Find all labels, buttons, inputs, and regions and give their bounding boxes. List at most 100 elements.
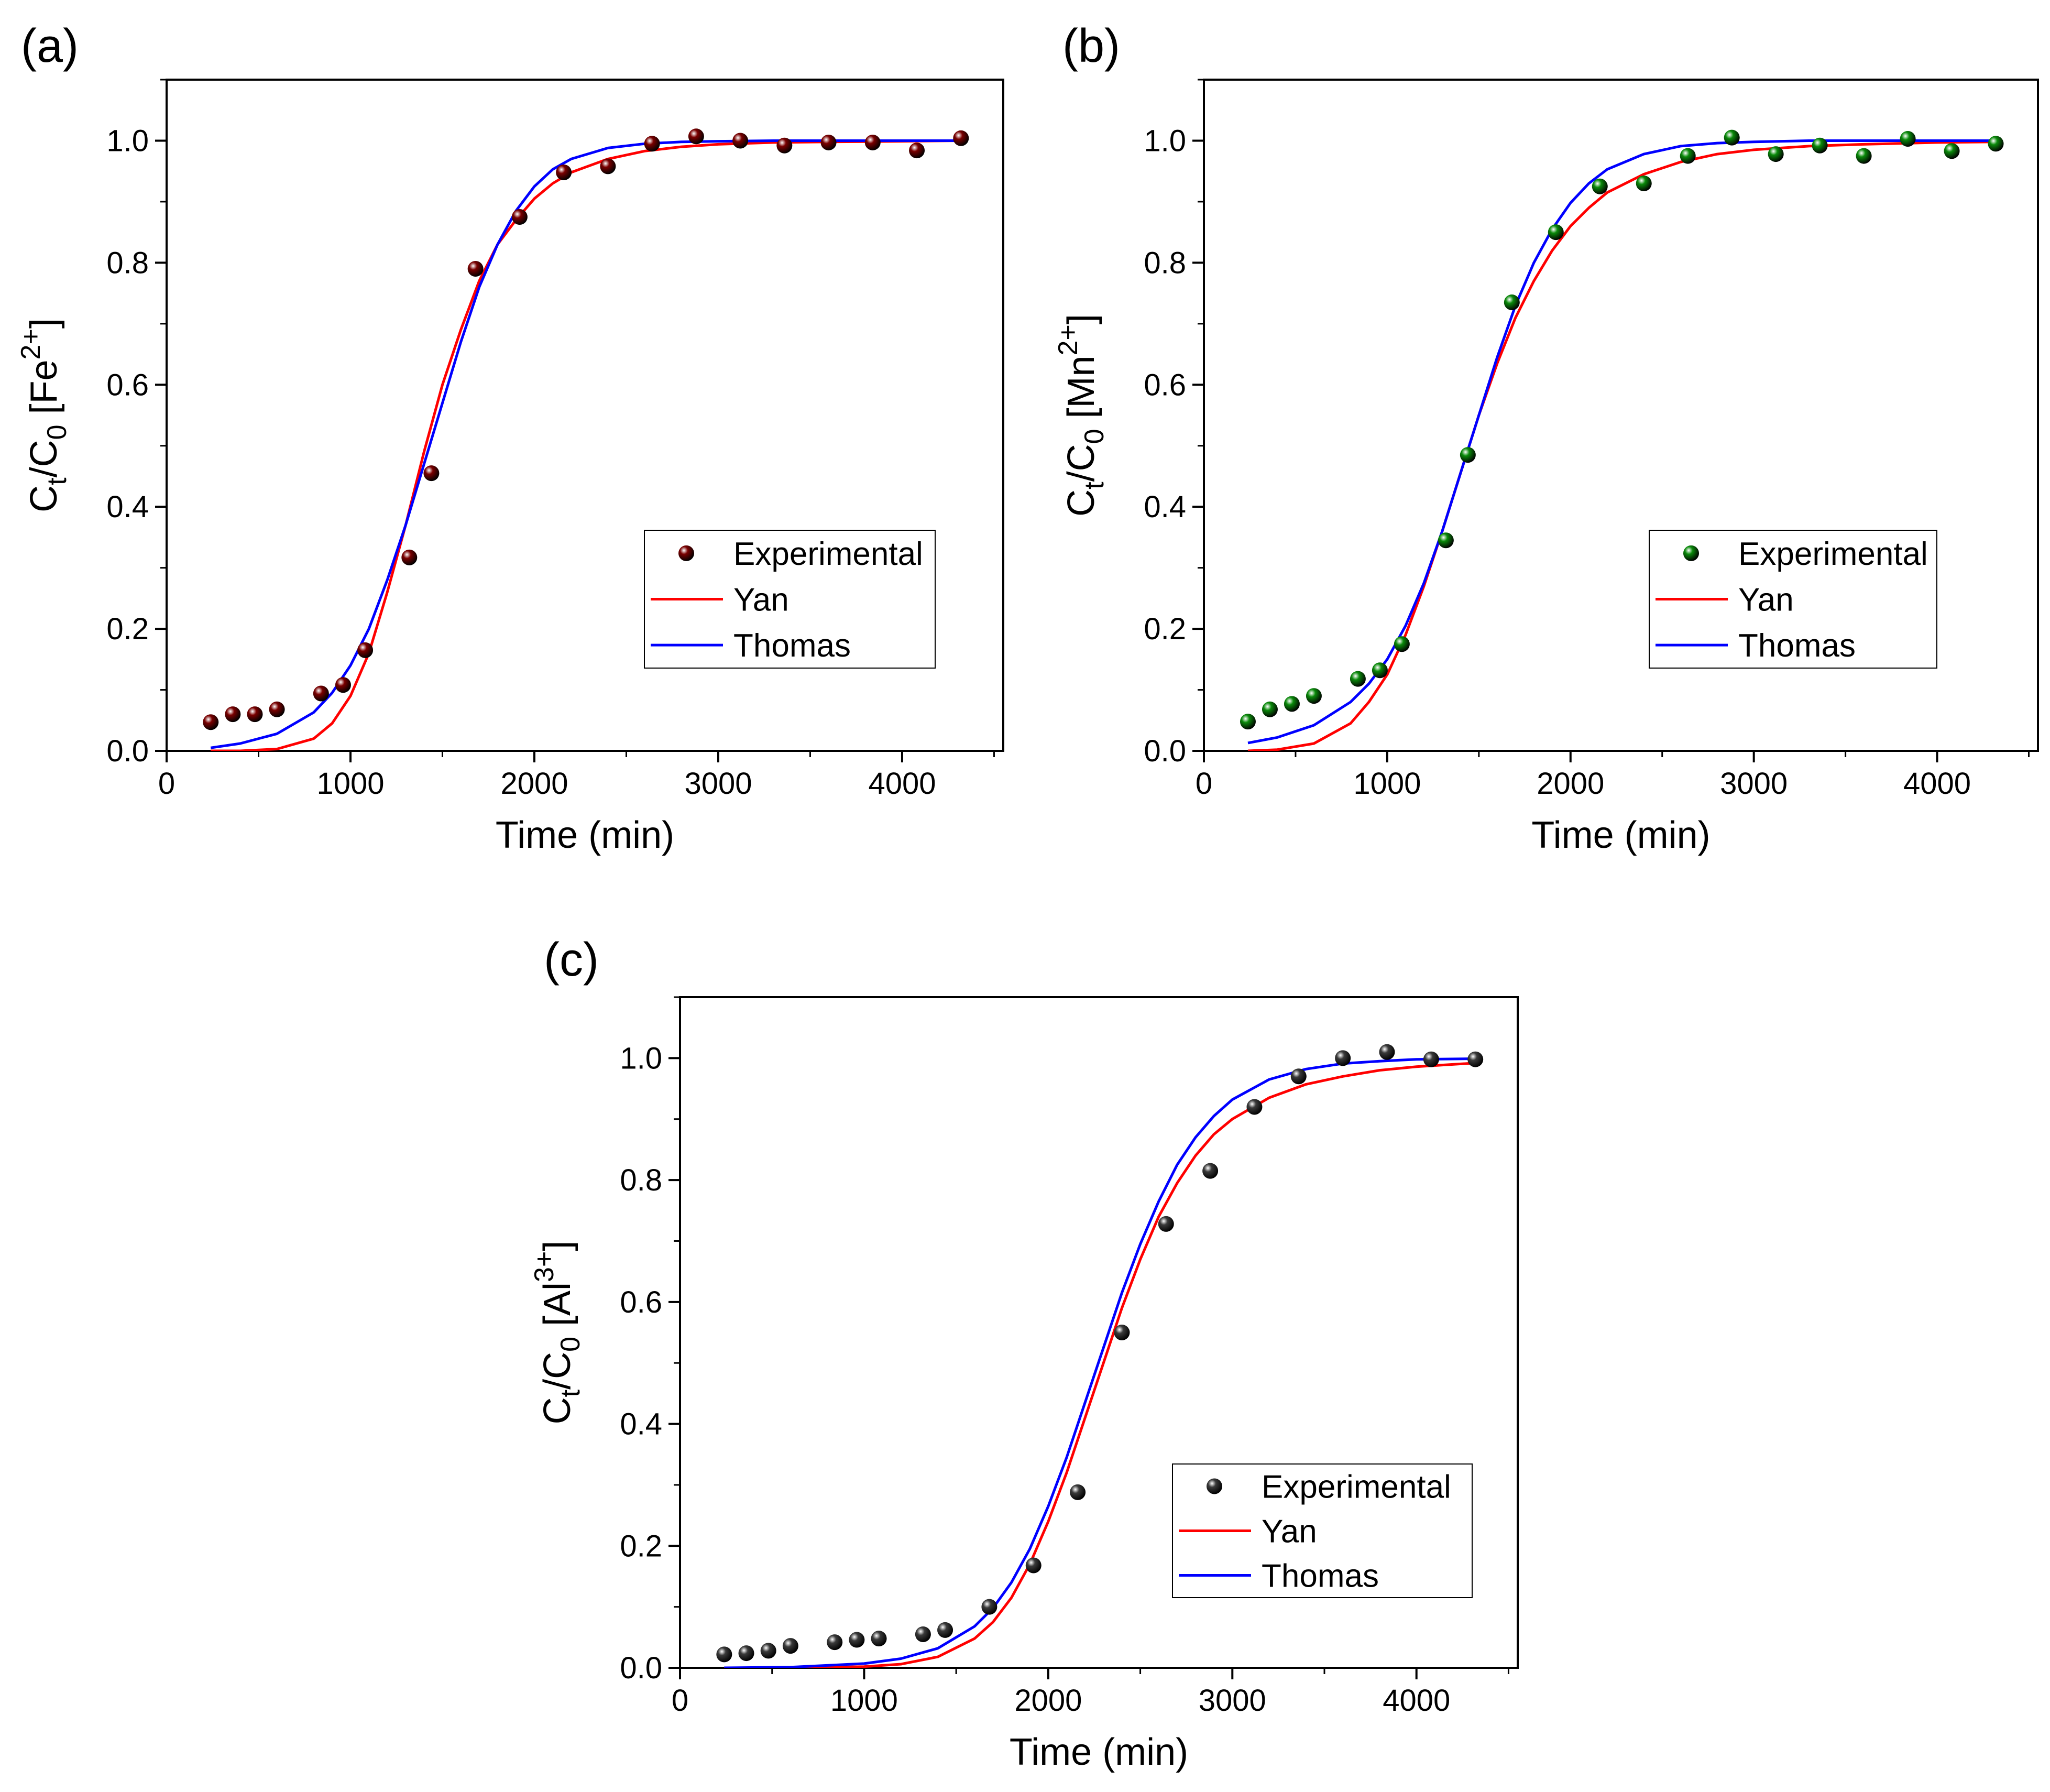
x-tick-label: 0 bbox=[1196, 767, 1212, 801]
x-tick-label: 0 bbox=[672, 1684, 688, 1718]
y-axis-label: Ct/C0 [Al3+] bbox=[529, 1241, 586, 1425]
data-point bbox=[467, 261, 484, 277]
x-axis-label: Time (min) bbox=[496, 814, 674, 856]
y-tick-label: 0.2 bbox=[1144, 612, 1186, 646]
series-line-thomas bbox=[210, 139, 961, 749]
y-tick-label: 0.6 bbox=[1144, 368, 1186, 402]
data-point bbox=[556, 165, 572, 181]
data-point bbox=[981, 1599, 997, 1615]
y-tick-label: 0.4 bbox=[1144, 490, 1186, 524]
y-axis-label-part: /C bbox=[1060, 444, 1102, 482]
data-point bbox=[1548, 224, 1564, 241]
data-point bbox=[716, 1646, 732, 1663]
y-tick-label: 1.0 bbox=[620, 1041, 662, 1075]
legend: Experimental Yan Thomas bbox=[644, 530, 936, 669]
x-tick-label: 1000 bbox=[830, 1684, 898, 1718]
data-point bbox=[1900, 130, 1916, 147]
data-point bbox=[357, 642, 374, 658]
data-point bbox=[937, 1622, 953, 1638]
y-axis-label-part: 0 bbox=[1079, 429, 1110, 444]
x-tick-label: 4000 bbox=[1903, 767, 1971, 801]
legend-marker-experimental bbox=[678, 545, 694, 561]
x-tick-label: 1000 bbox=[1353, 767, 1421, 801]
data-point bbox=[864, 134, 881, 150]
data-point bbox=[1284, 696, 1300, 712]
data-point bbox=[335, 677, 351, 693]
y-axis-label-part: [Al bbox=[536, 1282, 578, 1337]
y-axis-label: Ct/C0 [Fe2+] bbox=[16, 318, 72, 512]
data-point bbox=[511, 209, 528, 225]
legend-label: Yan bbox=[1738, 582, 1794, 618]
data-point bbox=[1335, 1050, 1351, 1066]
y-axis-label-part: t bbox=[1079, 482, 1110, 489]
data-point bbox=[738, 1645, 754, 1662]
data-point bbox=[1379, 1044, 1395, 1060]
plot-frame bbox=[166, 79, 1004, 752]
data-point bbox=[1467, 1051, 1484, 1067]
y-tick-label: 1.0 bbox=[106, 124, 149, 158]
series-line-yan bbox=[1247, 140, 1996, 751]
data-point bbox=[225, 706, 241, 723]
chart-panel-c: (c) 0 1000 2000 3000 4000 0.0 0.2 0.4 0.6 0.8 1.0 Ti… bbox=[529, 934, 1519, 1773]
x-tick-label: 2000 bbox=[500, 767, 568, 801]
legend-label: Experimental bbox=[733, 536, 923, 572]
y-axis-label-part: 0 bbox=[555, 1337, 586, 1352]
data-point bbox=[423, 465, 440, 482]
data-point bbox=[1070, 1484, 1086, 1500]
x-tick-label: 0 bbox=[158, 767, 175, 801]
y-tick-label: 0.0 bbox=[1144, 734, 1186, 768]
series-line-yan bbox=[724, 1062, 1476, 1668]
y-axis-label-part: 3+ bbox=[529, 1251, 560, 1282]
data-point bbox=[1856, 148, 1872, 164]
data-point bbox=[1988, 136, 2004, 152]
data-point bbox=[782, 1638, 798, 1654]
data-point bbox=[732, 133, 749, 149]
legend-label: Thomas bbox=[733, 628, 851, 664]
data-point bbox=[1350, 671, 1366, 687]
legend-label: Thomas bbox=[1262, 1558, 1379, 1594]
y-tick-label: 0.8 bbox=[106, 246, 149, 280]
data-point bbox=[1246, 1099, 1263, 1115]
y-axis-label: Ct/C0 [Mn2+] bbox=[1053, 314, 1110, 517]
legend-label: Yan bbox=[733, 582, 789, 618]
data-point bbox=[1768, 146, 1784, 162]
data-point bbox=[1636, 175, 1652, 191]
x-tick-label: 3000 bbox=[1199, 1684, 1266, 1718]
y-axis-label-part: [Mn bbox=[1060, 355, 1102, 429]
data-point bbox=[915, 1626, 931, 1642]
y-axis-label-part: /C bbox=[23, 440, 65, 477]
data-point bbox=[1592, 178, 1608, 194]
data-point bbox=[1944, 143, 1960, 159]
data-point bbox=[1460, 447, 1476, 463]
x-axis-label: Time (min) bbox=[1010, 1731, 1188, 1773]
y-tick-label: 0.0 bbox=[106, 734, 149, 768]
legend-label: Yan bbox=[1262, 1514, 1317, 1550]
data-point bbox=[1504, 294, 1520, 311]
x-tick-label: 4000 bbox=[868, 767, 936, 801]
data-point bbox=[1680, 148, 1696, 164]
legend: Experimental Yan Thomas bbox=[1649, 530, 1937, 669]
data-point bbox=[820, 134, 837, 150]
data-point bbox=[871, 1631, 887, 1647]
panel-label: (b) bbox=[1062, 20, 1120, 72]
data-point bbox=[1114, 1325, 1130, 1340]
y-tick-label: 0.4 bbox=[620, 1407, 662, 1441]
data-point bbox=[849, 1632, 865, 1648]
y-tick-label: 0.0 bbox=[620, 1651, 662, 1685]
x-tick-label: 1000 bbox=[316, 767, 384, 801]
data-point bbox=[827, 1634, 843, 1651]
data-point bbox=[269, 701, 285, 717]
data-point bbox=[1724, 129, 1740, 146]
x-axis-label: Time (min) bbox=[1531, 814, 1710, 856]
y-axis-label-part: ] bbox=[1060, 314, 1102, 324]
y-axis-label-part: C bbox=[536, 1397, 578, 1424]
y-axis-label-part: 2+ bbox=[16, 329, 46, 359]
y-axis-label-part: ] bbox=[23, 318, 65, 329]
legend-marker-experimental bbox=[1683, 545, 1699, 561]
x-tick-label: 3000 bbox=[684, 767, 752, 801]
data-point bbox=[1306, 688, 1322, 704]
y-tick-label: 0.8 bbox=[1144, 246, 1186, 280]
data-point bbox=[1262, 701, 1278, 717]
y-axis-label-part: 2+ bbox=[1053, 324, 1083, 355]
